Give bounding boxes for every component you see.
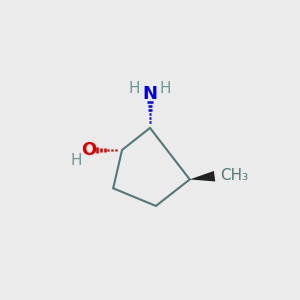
Text: N: N: [142, 85, 158, 103]
Text: O: O: [81, 141, 97, 159]
Text: H: H: [71, 153, 82, 168]
Text: H: H: [160, 81, 171, 96]
Polygon shape: [190, 171, 215, 181]
Text: H: H: [129, 81, 140, 96]
Text: CH₃: CH₃: [220, 168, 248, 183]
